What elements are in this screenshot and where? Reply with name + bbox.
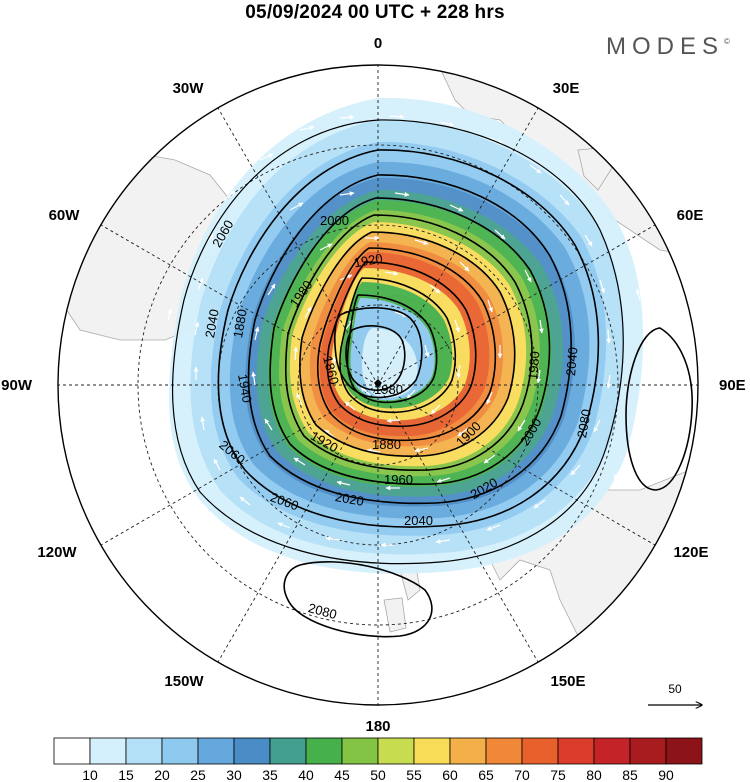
- contour-label: 2040: [563, 346, 580, 376]
- colorbar-tick-label: 65: [478, 767, 494, 782]
- colorbar-tick-label: 85: [622, 767, 638, 782]
- colorbar-tick-label: 80: [586, 767, 602, 782]
- colorbar-tick-label: 50: [370, 767, 386, 782]
- contour-1880: [334, 307, 423, 399]
- contour-label: 1960: [384, 472, 413, 487]
- brand-name: MODES: [606, 33, 725, 60]
- colorbar-tick-label: 25: [190, 767, 206, 782]
- colorbar-swatch: [89, 737, 127, 765]
- colorbar-tick-label: 20: [154, 767, 170, 782]
- colorbar-tick-label: 75: [550, 767, 566, 782]
- colorbar-swatch: [449, 737, 487, 765]
- contour-label: 2000: [320, 213, 349, 228]
- south-pole-marker: [374, 379, 382, 387]
- colorbar-swatch: [665, 737, 703, 765]
- map-border: [57, 64, 699, 706]
- contour-2080-east: [625, 327, 693, 491]
- contour-label: 2040: [202, 308, 222, 339]
- contour-label: 1860: [320, 354, 342, 386]
- contour-label: 1980: [525, 350, 542, 380]
- colorbar-tick-label: 10: [82, 767, 98, 782]
- colorbar-tick-label: 55: [406, 767, 422, 782]
- colorbar-tick-label: 90: [658, 767, 674, 782]
- colorbar-swatch: [269, 737, 307, 765]
- contour-label: 2020: [334, 489, 365, 509]
- brand-logo: MODES©: [606, 33, 730, 61]
- contour-2080-south: [283, 561, 433, 638]
- lon-label-90e: 90E: [719, 377, 746, 394]
- contour-1960: [316, 247, 497, 442]
- lon-label-30e: 30E: [553, 80, 580, 97]
- colorbar-swatch: [125, 737, 163, 765]
- contour-label: 1880: [372, 437, 401, 452]
- colorbar-swatch: [161, 737, 199, 765]
- colorbar-swatch: [557, 737, 595, 765]
- contour-2080: [172, 119, 624, 565]
- colorbar-tick-label: 35: [262, 767, 278, 782]
- lon-label-180: 180: [365, 718, 390, 735]
- colorbar-tick-label: 30: [226, 767, 242, 782]
- lon-label-150w: 150W: [164, 673, 204, 690]
- lon-label-90w: 90W: [1, 377, 33, 394]
- colorbar-swatch: [485, 737, 523, 765]
- page-title: 05/09/2024 00 UTC + 228 hrs: [245, 2, 505, 23]
- lon-label-60w: 60W: [49, 207, 81, 224]
- colorbar-swatch: [233, 737, 271, 765]
- colorbar-swatch: [341, 737, 379, 765]
- contour-label: 1880: [230, 308, 250, 339]
- contour-2020: [269, 197, 551, 486]
- colorbar-swatch: [305, 737, 343, 765]
- colorbar-tick-label: 40: [298, 767, 314, 782]
- contour-label: 1980: [374, 382, 403, 397]
- colorbar-swatch: [593, 737, 631, 765]
- contour-1920: [339, 277, 457, 414]
- colorbar-tick-label: 70: [514, 767, 530, 782]
- contour-label: 1920: [353, 251, 384, 271]
- wind-vectors: [157, 114, 642, 548]
- brand-mark: ©: [724, 37, 730, 46]
- lon-label-0: 0: [374, 35, 382, 52]
- contour-1940: [326, 261, 477, 428]
- reference-vector: 50: [648, 682, 702, 705]
- longitude-labels: 0 30E 60E 90E 120E 150E 180 150W 120W 90…: [1, 35, 746, 735]
- colorbar-swatch: [413, 737, 451, 765]
- contour-label: 2080: [574, 408, 594, 439]
- colorbar-swatch: [521, 737, 559, 765]
- lon-label-120e: 120E: [673, 544, 708, 561]
- contour-1980: [299, 231, 516, 458]
- colorbar: 10 15 20 25 30 35 40 45 50 55 60 65 70 75 80 85 90: [53, 737, 703, 782]
- contour-label: 2040: [404, 513, 433, 528]
- contour-1900: [346, 294, 438, 404]
- colorbar-swatch: [629, 737, 667, 765]
- colorbar-tick-label: 45: [334, 767, 350, 782]
- lon-label-30w: 30W: [173, 80, 205, 97]
- contour-2060: [217, 149, 600, 528]
- contour-label: 2080: [307, 600, 339, 622]
- height-contours: [172, 119, 693, 638]
- contour-1860: [345, 325, 406, 391]
- colorbar-swatch: [377, 737, 415, 765]
- contour-2000: [284, 214, 533, 472]
- colorbar-swatch: [53, 737, 91, 765]
- contour-2040: [247, 174, 572, 505]
- reference-vector-label: 50: [668, 682, 682, 696]
- colorbar-swatch: [197, 737, 235, 765]
- lon-label-60e: 60E: [677, 207, 704, 224]
- lon-label-150e: 150E: [550, 673, 585, 690]
- contour-label: 1940: [235, 373, 255, 404]
- colorbar-tick-label: 15: [118, 767, 134, 782]
- colorbar-tick-label: 60: [442, 767, 458, 782]
- lon-label-120w: 120W: [37, 544, 77, 561]
